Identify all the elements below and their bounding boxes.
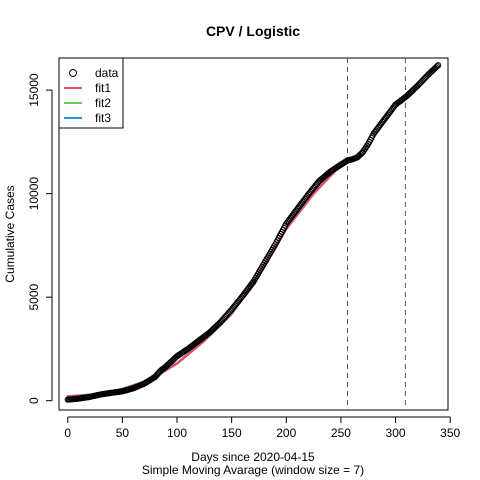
y-axis: 0 5000 10000 15000 xyxy=(27,73,53,404)
x-tick-label: 250 xyxy=(331,426,351,440)
x-axis-label: Days since 2020-04-15 xyxy=(191,450,315,464)
x-axis: 0 50 100 150 200 250 300 350 xyxy=(64,416,461,440)
x-axis-subtitle: Simple Moving Avarage (window size = 7) xyxy=(142,463,364,477)
x-tick-label: 0 xyxy=(64,426,71,440)
legend-symbol-data xyxy=(69,69,77,77)
legend-box xyxy=(58,57,124,129)
legend-label-fit2: fit2 xyxy=(95,96,111,110)
y-tick-label: 10000 xyxy=(27,177,41,211)
legend-label-data: data xyxy=(95,66,119,80)
x-tick-label: 50 xyxy=(116,426,130,440)
data-point xyxy=(435,62,442,69)
legend-label-fit3: fit3 xyxy=(95,111,111,125)
data-points xyxy=(64,62,442,403)
x-tick-label: 100 xyxy=(167,426,187,440)
x-tick-label: 300 xyxy=(386,426,406,440)
plot-frame xyxy=(58,57,449,411)
reference-lines xyxy=(346,58,406,410)
y-tick-label: 15000 xyxy=(27,73,41,107)
y-tick-label: 5000 xyxy=(27,283,41,310)
x-tick-label: 200 xyxy=(276,426,296,440)
y-tick-label: 0 xyxy=(27,397,41,404)
y-axis-label: Cumulative Cases xyxy=(3,185,17,282)
chart-title: CPV / Logistic xyxy=(206,23,300,39)
x-tick-label: 150 xyxy=(222,426,242,440)
x-tick-label: 350 xyxy=(440,426,460,440)
legend-label-fit1: fit1 xyxy=(95,81,111,95)
data-point xyxy=(433,63,441,70)
